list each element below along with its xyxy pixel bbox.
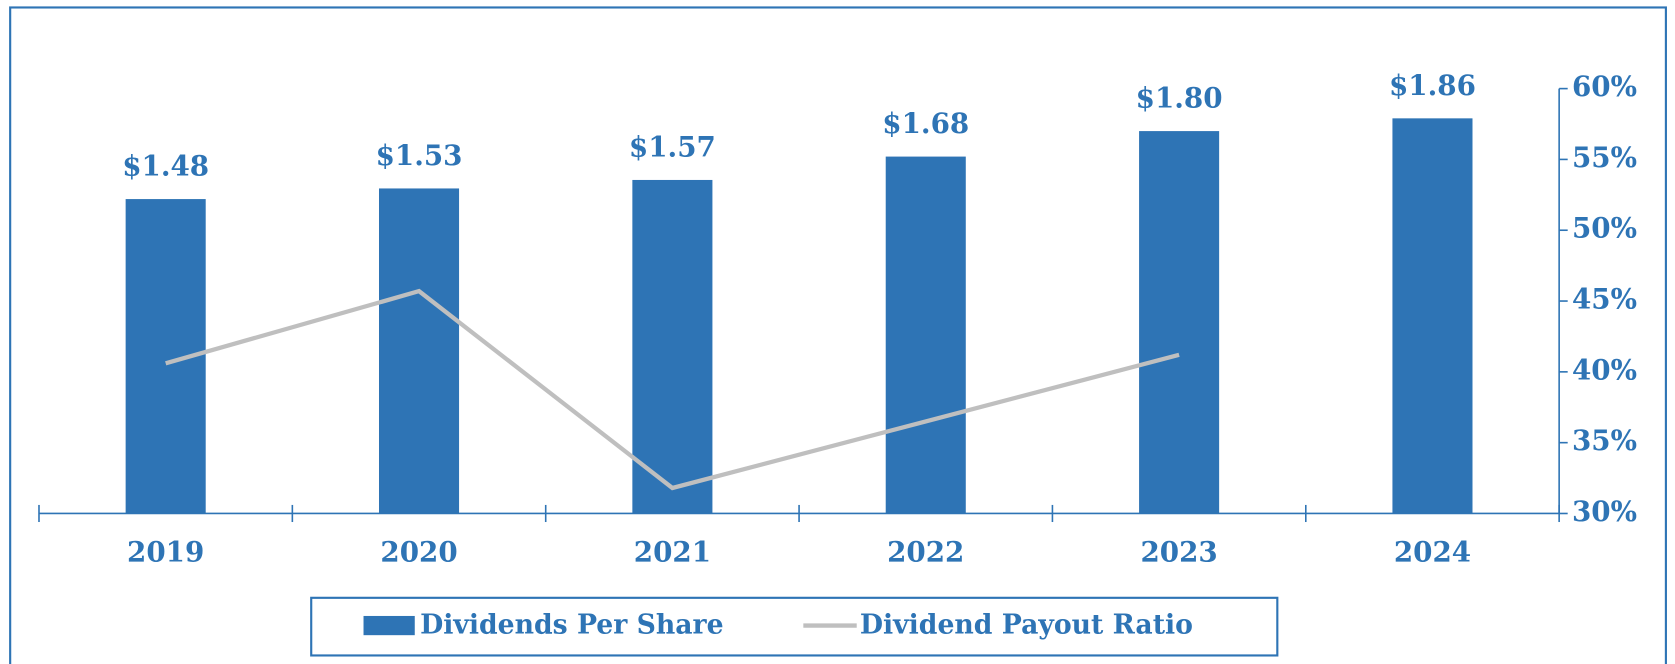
chart-frame [9,6,1667,664]
data-label: $1.68 [882,107,969,140]
x-tick-label: 2024 [1394,536,1471,569]
bar [885,156,966,514]
line [165,288,1180,491]
legend-box [310,596,1279,657]
legend-label: Dividend Payout Ratio [860,610,1193,641]
y2-tick-label: 60% [1572,70,1637,103]
x-tick-label: 2020 [380,536,457,569]
y2-tick-label: 55% [1572,141,1637,174]
data-label: $1.57 [629,130,716,163]
y2-tick-label: 40% [1572,353,1637,386]
legend-label: Dividends Per Share [420,610,723,641]
y2-tick-label: 35% [1572,424,1637,457]
x-tick-label: 2019 [127,536,204,569]
bar [632,179,713,514]
x-tick-label: 2023 [1140,536,1217,569]
legend-swatch [363,615,415,636]
data-label: $1.80 [1136,82,1223,115]
y2-tick-label: 50% [1572,212,1637,245]
bar [378,188,460,514]
bar [1392,118,1473,514]
x-tick-label: 2021 [634,536,711,569]
x-tick-label: 2022 [887,536,964,569]
y2-tick-label: 45% [1572,283,1637,316]
data-label: $1.48 [122,150,209,183]
y2-tick-label: 30% [1572,495,1637,528]
data-label: $1.86 [1389,69,1476,102]
data-label: $1.53 [376,139,463,172]
bar [1139,131,1220,514]
